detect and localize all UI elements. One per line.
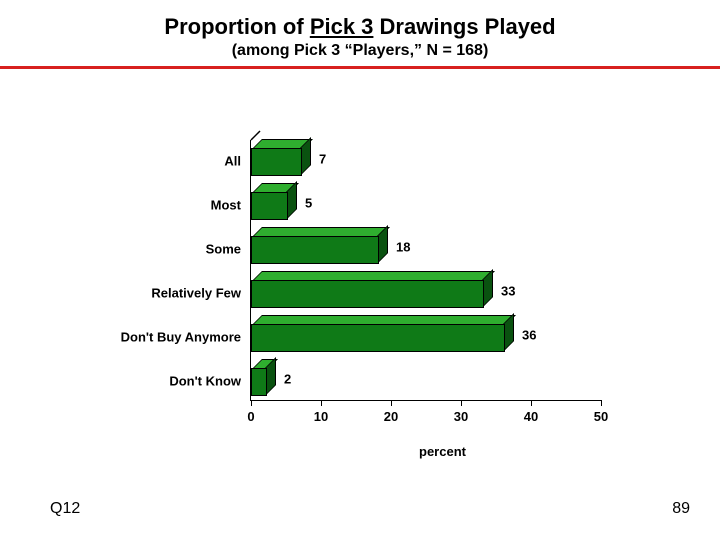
x-tick-label: 30	[454, 409, 468, 424]
x-tick	[391, 400, 392, 406]
category-label: Some	[206, 242, 241, 257]
value-label: 5	[305, 196, 312, 211]
bar-front-face	[251, 192, 288, 220]
x-tick	[321, 400, 322, 406]
category-label: Don't Know	[169, 374, 241, 389]
chart: All 7 Most 5 Some 18 Relatively Few 33 Don't Buy…	[120, 140, 600, 460]
x-tick-label: 0	[247, 409, 254, 424]
bar-front-face	[251, 368, 267, 396]
bar-front-face	[251, 148, 302, 176]
bar	[251, 192, 286, 218]
slide: Proportion of Pick 3 Drawings Played (am…	[0, 0, 720, 540]
x-tick	[601, 400, 602, 406]
title-block: Proportion of Pick 3 Drawings Played (am…	[0, 0, 720, 60]
bar	[251, 148, 300, 174]
x-tick-label: 50	[594, 409, 608, 424]
value-label: 36	[522, 328, 536, 343]
title-underlined: Pick 3	[310, 14, 374, 39]
category-label: Relatively Few	[151, 286, 241, 301]
bar-front-face	[251, 324, 505, 352]
bar	[251, 324, 503, 350]
x-tick	[251, 400, 252, 406]
bar	[251, 368, 265, 394]
footer-question-id: Q12	[50, 500, 80, 518]
x-tick-label: 20	[384, 409, 398, 424]
slide-subtitle: (among Pick 3 “Players,” N = 168)	[0, 42, 720, 60]
bar	[251, 280, 482, 306]
value-label: 18	[396, 240, 410, 255]
divider	[0, 66, 720, 69]
value-label: 33	[501, 284, 515, 299]
slide-title: Proportion of Pick 3 Drawings Played	[0, 14, 720, 40]
plot-area: All7Most5Some18Relatively Few33Don't Buy…	[250, 140, 601, 401]
title-pre: Proportion of	[164, 14, 309, 39]
bar-front-face	[251, 236, 379, 264]
x-tick	[461, 400, 462, 406]
category-label: Most	[211, 198, 241, 213]
value-label: 2	[284, 372, 291, 387]
bar	[251, 236, 377, 262]
category-label: Don't Buy Anymore	[121, 330, 241, 345]
footer-page-number: 89	[672, 500, 690, 518]
x-tick-label: 10	[314, 409, 328, 424]
x-tick	[531, 400, 532, 406]
bar-front-face	[251, 280, 484, 308]
category-label: All	[224, 154, 241, 169]
x-tick-label: 40	[524, 409, 538, 424]
value-label: 7	[319, 152, 326, 167]
title-post: Drawings Played	[373, 14, 555, 39]
x-axis-title: percent	[419, 444, 466, 459]
